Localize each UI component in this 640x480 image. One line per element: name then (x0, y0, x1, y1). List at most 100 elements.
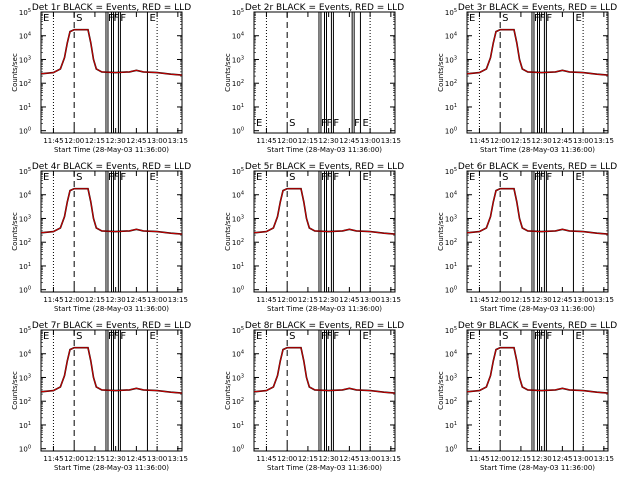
marker-label-e: E (575, 172, 581, 183)
y-axis-label: Counts/sec (224, 53, 232, 92)
y-tick-label: 105 (232, 167, 244, 176)
x-tick-label: 12:15 (298, 296, 318, 304)
y-tick-label: 104 (19, 350, 31, 359)
x-tick-label: 13:15 (168, 455, 188, 463)
series-line-lld (466, 29, 609, 76)
y-tick-label: 102 (445, 397, 457, 406)
x-tick-label: 13:15 (594, 296, 614, 304)
y-tick-label: 100 (232, 445, 244, 454)
marker-label-e: E (149, 331, 155, 342)
marker-label-e: E (362, 331, 368, 342)
x-tick-label: 12:45 (126, 296, 146, 304)
x-tick-label: 11:45 (469, 296, 489, 304)
marker-label-f: F (120, 13, 126, 24)
x-tick-label: 11:45 (256, 137, 276, 145)
y-tick-label: 100 (445, 445, 457, 454)
y-tick-label: 101 (232, 421, 244, 430)
x-axis-label: Start Time (28-May-03 11:36:00) (480, 305, 595, 313)
y-tick-label: 104 (232, 350, 244, 359)
marker-label-f: F (327, 172, 333, 183)
x-axis-label: Start Time (28-May-03 11:36:00) (480, 464, 595, 472)
x-tick-label: 12:30 (532, 137, 552, 145)
y-tick-label: 101 (232, 262, 244, 271)
x-tick-label: 12:30 (532, 296, 552, 304)
panel-title: Det 7r BLACK = Events, RED = LLD (32, 321, 191, 331)
y-tick-label: 100 (19, 445, 31, 454)
x-tick-label: 12:15 (85, 455, 105, 463)
x-tick-label: 12:00 (64, 296, 84, 304)
x-tick-label: 12:45 (552, 296, 572, 304)
x-tick-label: 12:30 (106, 137, 126, 145)
x-tick-label: 12:00 (277, 455, 297, 463)
marker-label-f: F (108, 172, 114, 183)
y-axis-label: Counts/sec (11, 212, 19, 251)
marker-label-e: E (43, 13, 49, 24)
marker-label-f: F (327, 118, 333, 129)
marker-label-e: E (575, 331, 581, 342)
panel-title: Det 8r BLACK = Events, RED = LLD (245, 321, 404, 331)
y-tick-label: 104 (232, 191, 244, 200)
x-tick-label: 11:45 (256, 296, 276, 304)
marker-label-e: E (575, 13, 581, 24)
marker-label-s: S (502, 331, 508, 342)
marker-label-f: F (120, 172, 126, 183)
y-tick-label: 102 (445, 238, 457, 247)
x-tick-label: 13:00 (573, 137, 593, 145)
x-axis-label: Start Time (28-May-03 11:36:00) (54, 305, 169, 313)
y-tick-label: 104 (445, 32, 457, 41)
x-axis-label: Start Time (28-May-03 11:36:00) (267, 464, 382, 472)
y-tick-label: 103 (232, 214, 244, 223)
y-axis-label: Counts/sec (11, 53, 19, 92)
panel-title: Det 6r BLACK = Events, RED = LLD (458, 162, 617, 172)
x-tick-label: 12:45 (552, 137, 572, 145)
series-line-lld (40, 29, 183, 76)
marker-label-e: E (256, 331, 262, 342)
marker-label-f: F (333, 118, 339, 129)
x-tick-label: 12:15 (298, 455, 318, 463)
x-tick-label: 11:45 (43, 137, 63, 145)
x-tick-label: 12:15 (298, 137, 318, 145)
marker-label-s: S (502, 172, 508, 183)
y-tick-label: 100 (445, 286, 457, 295)
y-tick-label: 105 (445, 8, 457, 17)
marker-label-s: S (76, 331, 82, 342)
x-tick-label: 12:45 (339, 137, 359, 145)
x-tick-label: 13:15 (381, 455, 401, 463)
x-tick-label: 12:15 (85, 137, 105, 145)
x-tick-label: 12:00 (490, 296, 510, 304)
y-tick-label: 102 (232, 238, 244, 247)
x-tick-label: 11:45 (469, 455, 489, 463)
series-line-lld (253, 188, 396, 235)
x-axis-label: Start Time (28-May-03 11:36:00) (480, 146, 595, 154)
y-tick-label: 105 (19, 8, 31, 17)
y-axis-label: Counts/sec (437, 371, 445, 410)
x-tick-label: 13:00 (147, 137, 167, 145)
x-tick-label: 11:45 (43, 455, 63, 463)
y-tick-label: 102 (19, 238, 31, 247)
x-tick-label: 12:00 (490, 455, 510, 463)
x-tick-label: 12:30 (532, 455, 552, 463)
x-tick-label: 12:30 (319, 455, 339, 463)
x-tick-label: 12:00 (277, 137, 297, 145)
y-tick-label: 103 (232, 55, 244, 64)
series-line-lld (40, 188, 183, 235)
marker-label-e: E (469, 331, 475, 342)
x-tick-label: 12:45 (339, 455, 359, 463)
x-tick-label: 11:45 (43, 296, 63, 304)
y-tick-label: 101 (19, 103, 31, 112)
marker-label-f: F (540, 172, 546, 183)
y-tick-label: 104 (19, 191, 31, 200)
x-tick-label: 13:15 (594, 137, 614, 145)
marker-label-f: F (321, 331, 327, 342)
marker-label-f: F (546, 172, 552, 183)
x-tick-label: 13:00 (573, 296, 593, 304)
x-tick-label: 12:15 (511, 296, 531, 304)
marker-label-f: F (114, 172, 120, 183)
